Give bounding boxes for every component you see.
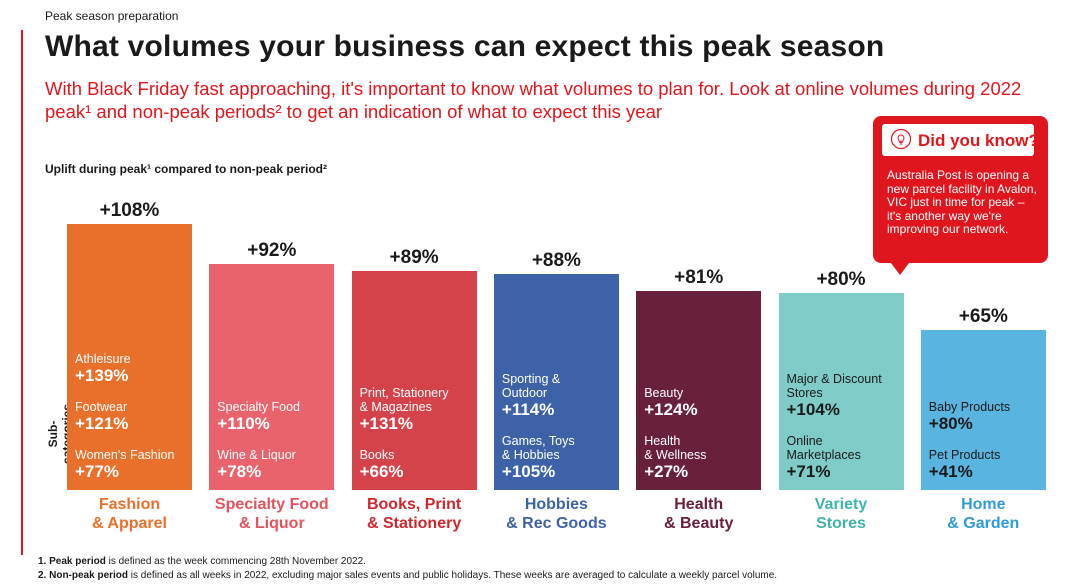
value-label: +80% xyxy=(816,269,866,291)
footnote-text: is defined as all weeks in 2022, excludi… xyxy=(128,570,778,581)
subcategory-value: +110% xyxy=(217,413,270,433)
subcategory: Online Marketplaces +71% xyxy=(787,434,896,482)
subcategory: Pet Products +41% xyxy=(929,448,1038,482)
bulb-icon xyxy=(890,128,912,150)
value-label: +89% xyxy=(389,247,439,269)
subcategory-value: +131% xyxy=(359,413,414,433)
footnote-term: 2. Non-peak period xyxy=(38,570,129,581)
bar: Specialty Food +110% Wine & Liquor +78% xyxy=(209,263,335,490)
subtitle: With Black Friday fast approaching, it's… xyxy=(45,78,1022,122)
subcategory: Games, Toys & Hobbies +105% xyxy=(502,434,611,482)
subcategory-value: +66% xyxy=(359,461,404,481)
value-label: +108% xyxy=(99,200,160,222)
subcategory-value: +27% xyxy=(644,461,689,481)
subcategory-value: +104% xyxy=(786,399,840,419)
subcategory-name: Wine & Liquor xyxy=(217,447,296,462)
subcategory-value: +41% xyxy=(928,461,973,481)
bar: Baby Products +80% Pet Products +41% xyxy=(920,330,1046,490)
bar: Sporting & Outdoor +114% Games, Toys & Hob… xyxy=(493,273,619,490)
x-tick-label: Books, Print & Stationery xyxy=(366,496,462,532)
footnote-text: is defined as the week commencing 28th N… xyxy=(105,556,366,567)
subcategory-value: +139% xyxy=(75,365,129,385)
x-tick-label: Health & Beauty xyxy=(664,496,734,532)
subcategory: Baby Products +80% xyxy=(929,400,1038,434)
accent-line xyxy=(21,30,23,555)
subcategory-value: +77% xyxy=(75,461,119,481)
x-tick-label: Hobbies & Rec Goods xyxy=(506,496,607,532)
subcategory: Beauty +124% xyxy=(644,386,753,420)
subcategory-value: +121% xyxy=(75,413,129,433)
subcategory: Athleisure +139% xyxy=(75,352,184,386)
bar: Print, Stationery & Magazines +131% Books +… xyxy=(351,271,477,490)
bar: Athleisure +139% Footwear +121% Women's Fash… xyxy=(67,224,192,490)
subcategory-name: Games, Toys & Hobbies xyxy=(501,433,575,462)
subcategory-value: +105% xyxy=(501,461,556,481)
subcategory-name: Baby Products xyxy=(928,399,1011,414)
x-tick-label: Variety Stores xyxy=(814,496,868,532)
subcategory-value: +114% xyxy=(501,399,555,419)
subcategory-value: +80% xyxy=(928,413,973,433)
chart-title: What volumes your business can expect th… xyxy=(45,30,885,63)
x-tick-label: Specialty Food & Liquor xyxy=(214,496,329,532)
x-tick-label: Home & Garden xyxy=(947,496,1020,532)
subcategory-value: +78% xyxy=(217,461,262,481)
callout-title: Did you know? xyxy=(918,131,1039,150)
subcategory: Wine & Liquor +78% xyxy=(217,448,326,482)
subcategory-name: Beauty xyxy=(644,385,684,400)
subcategory-name: Footwear xyxy=(75,399,128,414)
value-label: +92% xyxy=(247,239,297,261)
bar: Beauty +124% Health & Wellness +27% xyxy=(636,290,762,490)
subcategory: Women's Fashion +77% xyxy=(75,448,184,482)
footnote-term: 1. Peak period xyxy=(38,556,106,567)
callout-header xyxy=(882,124,1034,156)
subcategory-name: Athleisure xyxy=(75,351,131,366)
subcategory-name: Books xyxy=(359,447,395,462)
bar: Major & Discount Stores +104% Online Marke… xyxy=(778,293,904,490)
subcategory-name: Major & Discount Stores xyxy=(786,371,882,400)
footnote: 1. Peak period is defined as the week co… xyxy=(38,556,366,567)
value-label: +65% xyxy=(958,306,1008,328)
subcategory: Health & Wellness +27% xyxy=(644,434,753,482)
subcategory-name: Print, Stationery & Magazines xyxy=(359,385,449,414)
subcategory-name: Online Marketplaces xyxy=(786,433,861,462)
subcategory: Print, Stationery & Magazines +131% xyxy=(360,386,469,434)
subcategory-value: +71% xyxy=(786,461,831,481)
subcategory-name: Health & Wellness xyxy=(644,433,707,462)
subcategory: Books +66% xyxy=(360,448,469,482)
subcategory-name: Sporting & Outdoor xyxy=(501,371,561,400)
value-label: +88% xyxy=(531,249,581,271)
callout-text: Australia Post is opening a new parcel f… xyxy=(887,168,1037,236)
x-tick-label: Fashion & Apparel xyxy=(92,496,167,532)
subcategory-name: Women's Fashion xyxy=(75,447,175,462)
footnote: 2. Non-peak period is defined as all wee… xyxy=(38,570,777,581)
chart-label: Uplift during peak¹ compared to non-peak… xyxy=(45,162,328,176)
subcategory: Sporting & Outdoor +114% xyxy=(502,372,611,420)
kicker: Peak season preparation xyxy=(45,9,179,23)
callout-pointer xyxy=(888,259,912,275)
subcategory: Specialty Food +110% xyxy=(217,400,326,434)
subcategory: Major & Discount Stores +104% xyxy=(787,372,896,420)
subcategory-value: +124% xyxy=(644,399,698,419)
subcategory-name: Pet Products xyxy=(928,447,1001,462)
subcategory-name: Specialty Food xyxy=(217,399,300,414)
value-label: +81% xyxy=(674,266,724,288)
subcategory: Footwear +121% xyxy=(75,400,184,434)
